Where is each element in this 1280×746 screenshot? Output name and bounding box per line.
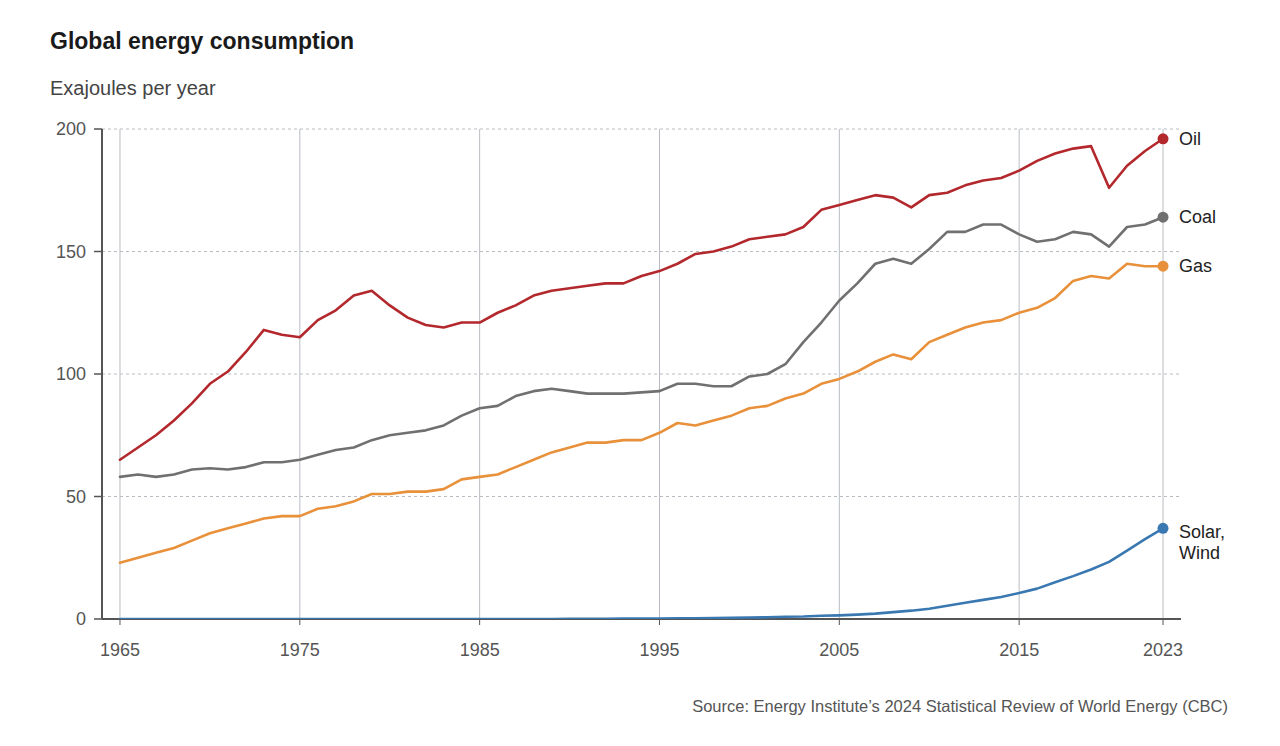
y-tick <box>94 128 102 130</box>
series-label-line: Solar, <box>1179 522 1230 542</box>
chart-container: Global energy consumption Exajoules per y… <box>0 0 1280 746</box>
x-tick-label: 1985 <box>460 640 500 660</box>
y-tick-label: 150 <box>56 242 86 262</box>
series-label: Coal <box>1179 207 1216 227</box>
y-grid-line <box>102 129 1181 130</box>
y-tick-label: 0 <box>76 609 86 629</box>
y-tick <box>94 618 102 620</box>
series-label: Solar, Wind <box>1179 522 1230 563</box>
y-tick <box>94 373 102 375</box>
series-line <box>120 139 1163 460</box>
end-point <box>1158 523 1169 534</box>
y-tick-label: 200 <box>56 119 86 139</box>
x-grid-line <box>839 129 840 619</box>
source: Source: Energy Institute’s 2024 Statisti… <box>692 697 1228 715</box>
x-tick-label: 1995 <box>639 640 679 660</box>
x-tick-label: 2023 <box>1143 640 1183 660</box>
y-axis-line <box>101 129 103 619</box>
y-grid-line <box>102 374 1181 375</box>
y-grid-line <box>102 251 1181 252</box>
x-tick-label: 2005 <box>819 640 859 660</box>
y-tick <box>94 251 102 253</box>
end-point <box>1158 133 1169 144</box>
title: Global energy consumption <box>50 28 354 54</box>
x-tick-label: 2015 <box>999 640 1039 660</box>
series-label: Gas <box>1179 256 1212 276</box>
end-point <box>1158 212 1169 223</box>
series-label: Oil <box>1179 129 1201 149</box>
y-tick-label: 100 <box>56 364 86 384</box>
series-line <box>120 528 1163 619</box>
series-line <box>120 217 1163 477</box>
x-tick-label: 1975 <box>280 640 320 660</box>
end-point <box>1158 261 1169 272</box>
series-group <box>120 139 1163 619</box>
chart-svg: Global energy consumption Exajoules per y… <box>0 0 1280 746</box>
subtitle: Exajoules per year <box>50 77 216 99</box>
x-grid-line <box>1163 129 1164 619</box>
y-tick-label: 50 <box>66 487 86 507</box>
y-tick <box>94 496 102 498</box>
series-label-line: Wind <box>1179 543 1220 563</box>
x-grid-line <box>659 129 660 619</box>
y-grid-line <box>102 496 1181 497</box>
x-tick-label: 1965 <box>100 640 140 660</box>
x-grid-line <box>1019 129 1020 619</box>
series-line <box>120 264 1163 563</box>
